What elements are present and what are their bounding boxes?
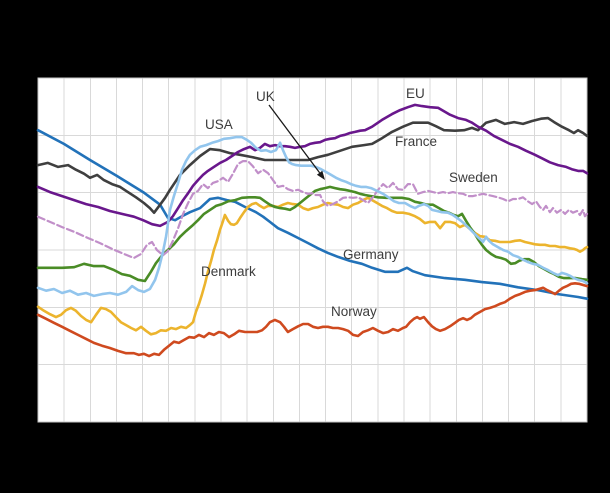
plot-border [37,77,588,423]
series-label-france: France [395,134,437,149]
series-label-denmark: Denmark [201,264,256,279]
series-label-norway: Norway [331,304,377,319]
series-label-sweden: Sweden [449,170,498,185]
series-label-eu: EU [406,86,425,101]
series-label-usa: USA [205,117,233,132]
series-line-norway [36,281,589,358]
uk-callout-arrow-line [268,104,321,174]
series-line-sweden [36,160,589,260]
series-line-usa [36,135,589,298]
uk-callout-arrowhead [316,170,325,180]
series-label-germany: Germany [343,247,399,262]
series-line-germany [36,128,589,301]
series-line-eu [36,103,589,228]
series-line-france [36,116,589,214]
series-label-uk: UK [256,89,275,104]
